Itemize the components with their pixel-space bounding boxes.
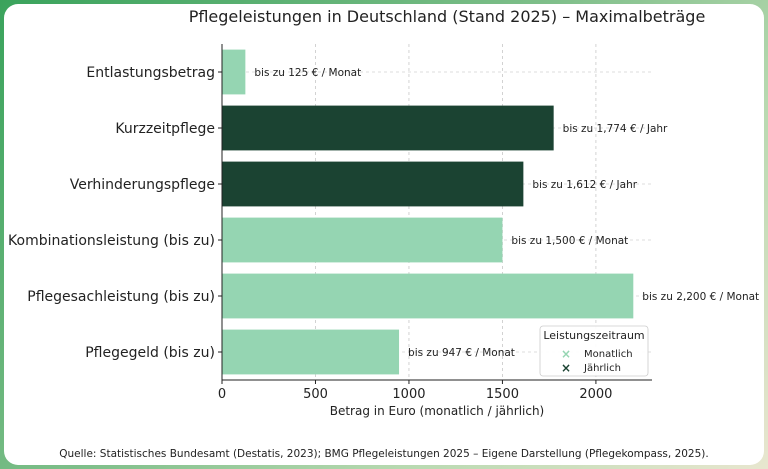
data-label-0: bis zu 125 € / Monat (254, 67, 361, 79)
data-label-3: bis zu 1,500 € / Monat (511, 235, 628, 247)
data-label-2: bis zu 1,612 € / Jahr (532, 179, 637, 191)
chart-title: Pflegeleistungen in Deutschland (Stand 2… (189, 7, 706, 26)
bar-chart: Pflegeleistungen in Deutschland (Stand 2… (8, 7, 759, 418)
y-tick-label-0: Entlastungsbetrag (86, 65, 215, 81)
y-tick-label-5: Pflegegeld (bis zu) (85, 345, 215, 361)
bar-0 (222, 49, 246, 95)
data-label-5: bis zu 947 € / Monat (408, 347, 515, 359)
x-tick-label-1000: 1000 (392, 387, 425, 402)
x-tick-label-1500: 1500 (486, 387, 519, 402)
legend-title: Leistungszeitraum (543, 329, 644, 342)
data-label-4: bis zu 2,200 € / Monat (642, 291, 759, 303)
legend-marker-1: × (561, 361, 571, 375)
y-tick-label-2: Verhinderungspflege (70, 177, 215, 193)
y-tick-label-3: Kombinationsleistung (bis zu) (8, 233, 215, 249)
y-tick-label-1: Kurzzeitpflege (115, 121, 215, 137)
bar-5 (222, 329, 400, 375)
x-tick-label-2000: 2000 (579, 387, 612, 402)
source-caption: Quelle: Statistisches Bundesamt (Destati… (59, 448, 709, 460)
bar-2 (222, 161, 524, 207)
bar-3 (222, 217, 503, 263)
legend-marker-0: × (561, 347, 571, 361)
legend-label-1: Jährlich (583, 363, 621, 374)
y-tick-label-4: Pflegesachleistung (bis zu) (27, 289, 215, 305)
x-tick-label-500: 500 (303, 387, 328, 402)
bar-1 (222, 105, 554, 151)
bar-4 (222, 273, 634, 319)
legend-box (539, 325, 649, 377)
legend-label-0: Monatlich (584, 349, 633, 360)
x-axis-label: Betrag in Euro (monatlich / jährlich) (330, 404, 545, 418)
x-tick-label-0: 0 (218, 387, 226, 402)
chart-frame: Pflegeleistungen in Deutschland (Stand 2… (4, 4, 764, 465)
data-label-1: bis zu 1,774 € / Jahr (563, 123, 668, 135)
